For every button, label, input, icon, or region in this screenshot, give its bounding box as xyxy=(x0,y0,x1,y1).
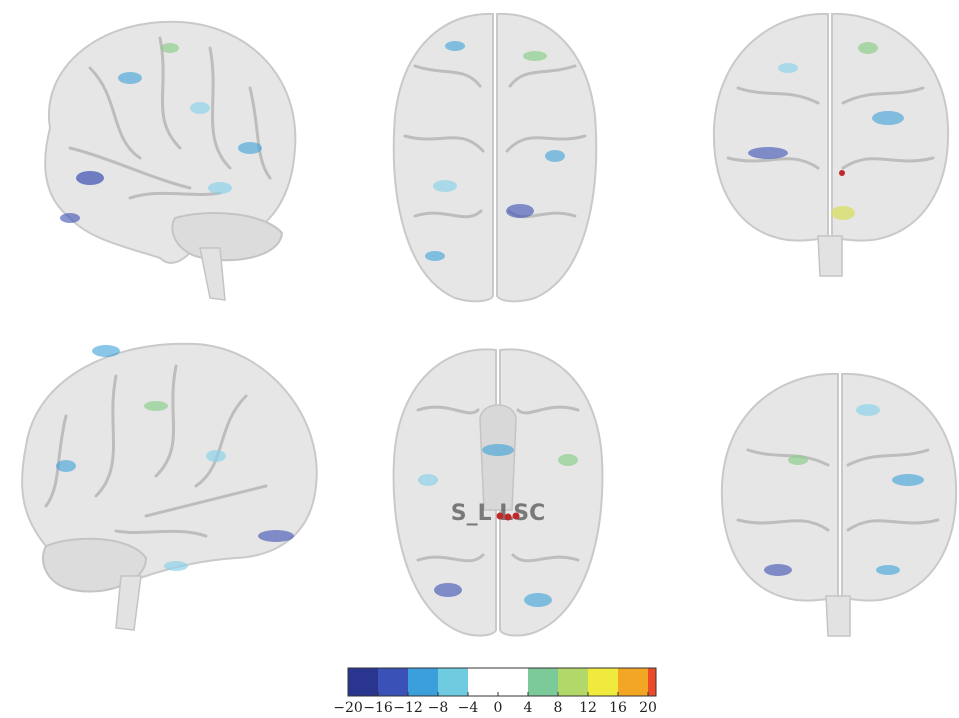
sulci xyxy=(736,448,940,532)
brain-anterior-svg xyxy=(720,372,958,637)
right-hemisphere xyxy=(499,348,604,637)
colorbar-bin xyxy=(408,668,438,696)
left-hemisphere xyxy=(720,372,839,602)
colorbar-bin xyxy=(438,668,468,696)
seed-markers xyxy=(496,512,520,521)
colorbar-bin xyxy=(468,668,498,696)
brain-superior-svg xyxy=(392,12,598,303)
colorbar-tick-label: 8 xyxy=(554,700,563,716)
colorbar-bin xyxy=(648,668,656,696)
brain-inferior-svg: S_L LSC xyxy=(392,348,604,637)
sulci xyxy=(68,36,272,200)
colorbar-bin xyxy=(348,668,378,696)
sulci xyxy=(726,86,935,170)
brain-view-anterior xyxy=(718,370,958,642)
right-hemisphere xyxy=(841,372,958,602)
sulci xyxy=(416,405,580,563)
colorbar-tick-label: −8 xyxy=(428,700,449,716)
colorbar-tick-label: −12 xyxy=(393,700,423,716)
brain-posterior-svg xyxy=(712,12,950,277)
brain-view-right-lateral xyxy=(6,336,326,636)
colorbar-tick-label: −4 xyxy=(458,700,479,716)
colorbar-tick-label: −20 xyxy=(333,700,363,716)
left-hemisphere xyxy=(392,12,494,303)
colorbar-svg: −20 −16 −12 −8 −4 0 4 8 12 16 20 xyxy=(333,667,657,716)
brain-view-inferior: S_L LSC xyxy=(388,340,608,640)
activation-blobs xyxy=(748,42,904,220)
colorbar-frame xyxy=(347,667,657,697)
brainstem xyxy=(115,575,142,631)
right-hemisphere xyxy=(831,12,950,242)
brain-view-left-lateral xyxy=(10,8,310,308)
sulci xyxy=(403,64,587,219)
brain-view-superior xyxy=(385,6,605,306)
brain-view-posterior xyxy=(708,8,953,280)
brainstem xyxy=(479,404,517,511)
colorbar-bin xyxy=(558,668,588,696)
brainstem xyxy=(199,247,226,301)
colorbar-tick-label: 4 xyxy=(524,700,533,716)
colorbar-tick-label: 0 xyxy=(494,700,503,716)
activation-blobs xyxy=(60,43,262,223)
colorbar-tick-label: 16 xyxy=(609,700,627,716)
activation-blobs xyxy=(764,404,924,576)
activation-blobs xyxy=(56,345,294,571)
brain-left-lateral-svg xyxy=(44,20,297,301)
brainstem xyxy=(825,595,851,637)
left-hemisphere xyxy=(392,348,497,637)
colorbar: −20 −16 −12 −8 −4 0 4 8 12 16 20 xyxy=(333,667,682,716)
brain-right-lateral-svg xyxy=(21,342,318,631)
brainstem xyxy=(817,235,843,277)
colorbar-bin xyxy=(618,668,648,696)
colorbar-bin xyxy=(498,668,528,696)
left-hemisphere xyxy=(712,12,829,242)
activation-blobs xyxy=(425,41,565,261)
colorbar-tick-label: 20 xyxy=(639,700,657,716)
colorbar-tick-label: 12 xyxy=(579,700,597,716)
colorbar-bin xyxy=(528,668,558,696)
colorbar-bin xyxy=(378,668,408,696)
colorbar-bin xyxy=(588,668,618,696)
activation-blobs xyxy=(418,444,578,607)
colorbar-tick-label: −16 xyxy=(363,700,393,716)
